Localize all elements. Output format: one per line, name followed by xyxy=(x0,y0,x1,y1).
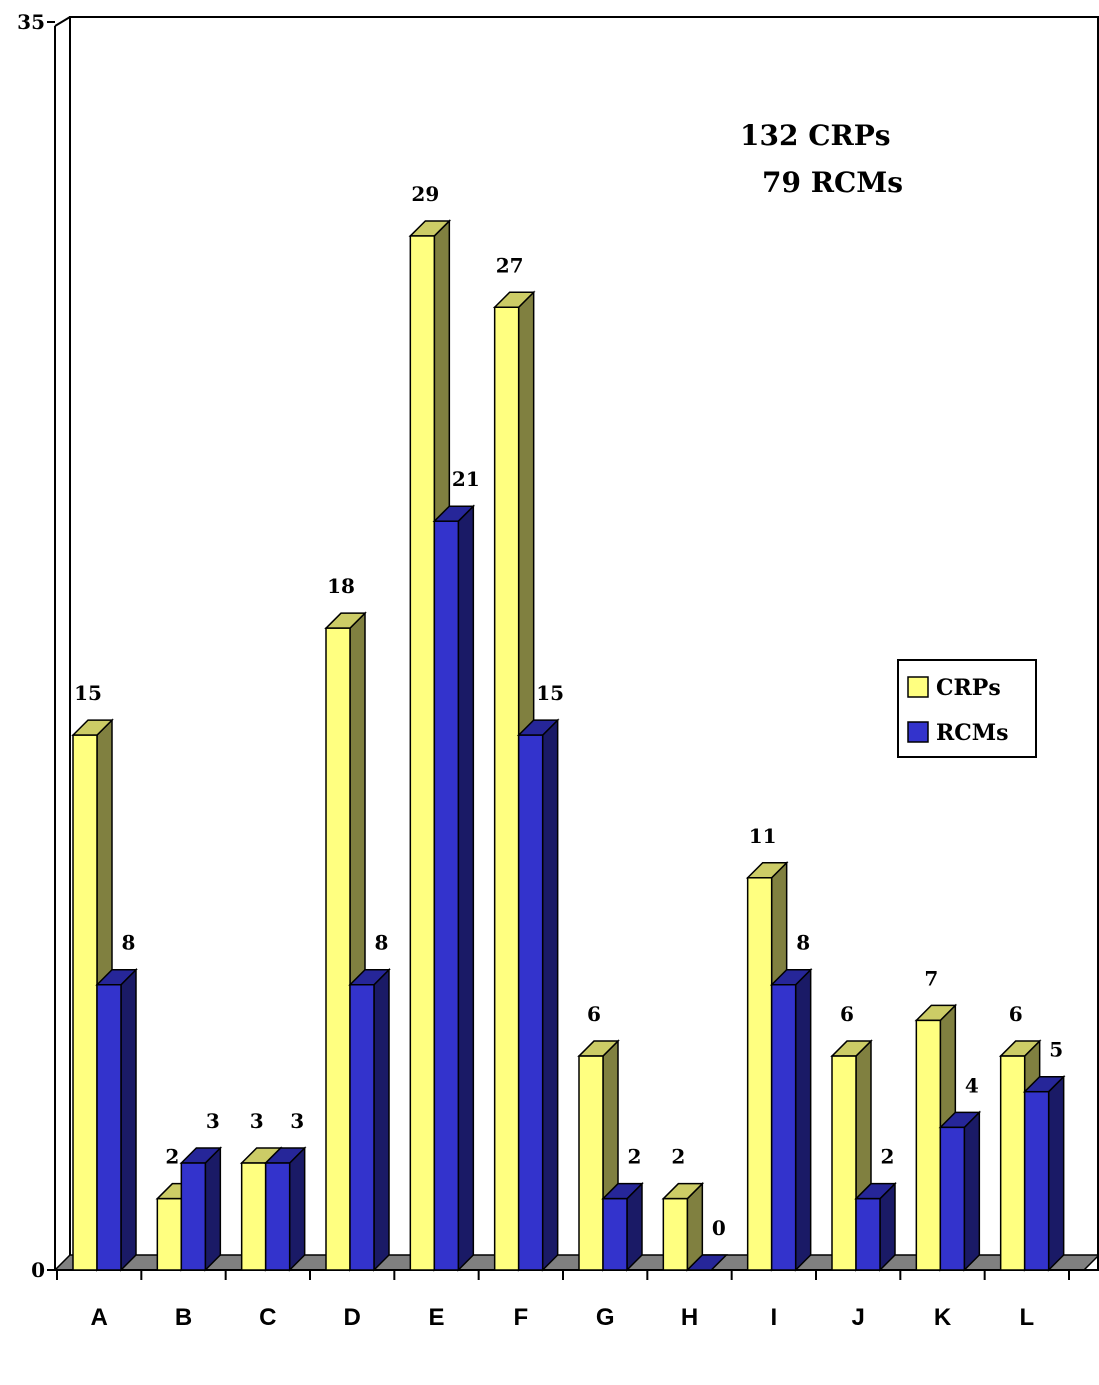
value-label-rcms: 3 xyxy=(206,1109,220,1133)
chart-axes: 035 xyxy=(17,10,1084,1282)
bar-side xyxy=(120,967,137,1272)
bar-side xyxy=(457,504,475,1272)
bar-front xyxy=(578,1055,604,1271)
bar-side xyxy=(204,1146,222,1272)
y-tick-label: 35 xyxy=(17,10,45,34)
bar-rcms-K xyxy=(938,1110,982,1272)
bar-front xyxy=(746,877,773,1271)
value-label-crps: 2 xyxy=(165,1145,179,1169)
x-tick-label: E xyxy=(428,1304,444,1331)
bar-front xyxy=(409,235,436,1271)
value-label-rcms: 15 xyxy=(536,681,564,705)
x-tick-labels: A B C D E F G H I J K L xyxy=(90,1304,1034,1331)
value-label-crps: 3 xyxy=(250,1109,264,1133)
legend-label-crps: CRPs xyxy=(936,675,1001,701)
bar-front xyxy=(264,1162,291,1271)
bars xyxy=(71,219,1066,1272)
bar-rcms-B xyxy=(179,1146,223,1272)
x-tick-label: C xyxy=(259,1304,276,1331)
bar-rcms-F xyxy=(516,718,560,1272)
x-tick-label: I xyxy=(770,1304,777,1331)
value-label-rcms: 8 xyxy=(796,931,810,955)
bar-rcms-J xyxy=(854,1181,897,1272)
bar-front xyxy=(831,1055,857,1271)
value-label-crps: 11 xyxy=(749,824,777,848)
annotation-line-2: 79 RCMs xyxy=(762,166,903,199)
value-label-rcms: 2 xyxy=(628,1145,642,1169)
value-label-rcms: 21 xyxy=(452,467,480,491)
bar-rcms-C xyxy=(263,1146,307,1272)
bar-front xyxy=(240,1162,267,1271)
y-tick-label: 0 xyxy=(31,1258,45,1282)
bar-front xyxy=(156,1197,183,1271)
value-label-rcms: 8 xyxy=(375,931,389,955)
bar-front xyxy=(999,1055,1026,1271)
legend-label-rcms: RCMs xyxy=(936,720,1009,746)
bar-rcms-D xyxy=(348,967,391,1272)
bar-front xyxy=(493,306,520,1271)
value-label-rcms: 2 xyxy=(881,1145,895,1169)
bar-side xyxy=(288,1146,306,1272)
x-tick-label: A xyxy=(90,1304,107,1331)
bar-front xyxy=(855,1197,881,1271)
value-label-rcms: 8 xyxy=(122,931,136,955)
bar-crps-H xyxy=(661,1181,705,1272)
bar-rcms-E xyxy=(432,504,476,1272)
x-tick-label: F xyxy=(513,1304,528,1331)
annotation-line-1: 132 CRPs xyxy=(740,119,891,152)
y-axis-depth-line xyxy=(54,16,71,27)
bar-front xyxy=(662,1197,689,1271)
value-label-crps: 27 xyxy=(496,253,524,277)
value-label-crps: 6 xyxy=(1009,1002,1023,1026)
value-label-crps: 6 xyxy=(840,1002,854,1026)
bar-top xyxy=(685,1254,729,1271)
bar-front xyxy=(72,734,98,1271)
bar-front xyxy=(517,734,544,1271)
annotation: 132 CRPs 79 RCMs xyxy=(740,119,903,199)
bar-side xyxy=(541,718,559,1272)
legend-swatch-crps xyxy=(907,676,929,698)
x-tick-label: D xyxy=(343,1304,360,1331)
value-label-rcms: 5 xyxy=(1049,1038,1063,1062)
bar-front xyxy=(325,627,351,1271)
legend: CRPs RCMs xyxy=(897,659,1037,758)
bar-rcms-G xyxy=(601,1181,644,1272)
bar-front xyxy=(96,983,122,1271)
bar-side xyxy=(373,967,390,1272)
bar-front xyxy=(433,520,460,1271)
bar-side xyxy=(794,967,812,1272)
bar-rcms-I xyxy=(769,967,813,1272)
bar-rcms-H xyxy=(685,1254,729,1271)
x-tick-label: B xyxy=(175,1304,192,1331)
x-tick-label: L xyxy=(1019,1304,1034,1331)
bar-front xyxy=(180,1162,207,1271)
value-label-crps: 2 xyxy=(671,1145,685,1169)
bar-front xyxy=(939,1126,966,1271)
bar-side xyxy=(1047,1074,1065,1272)
bar-front xyxy=(915,1019,942,1271)
value-label-crps: 6 xyxy=(587,1002,601,1026)
x-tick-label: G xyxy=(596,1304,615,1331)
bar-side xyxy=(963,1110,981,1272)
x-tick-label: K xyxy=(934,1304,952,1331)
value-label-crps: 18 xyxy=(327,574,355,598)
legend-swatch-rcms xyxy=(907,721,929,743)
bar-front xyxy=(602,1197,628,1271)
x-tick-label: H xyxy=(681,1304,698,1331)
bar-front xyxy=(1023,1090,1050,1271)
x-tick-label: J xyxy=(851,1304,864,1331)
value-label-rcms: 4 xyxy=(965,1073,979,1097)
bar-rcms-A xyxy=(95,967,138,1272)
value-label-crps: 7 xyxy=(924,966,938,990)
value-label-crps: 15 xyxy=(74,681,102,705)
value-label-rcms: 0 xyxy=(712,1216,726,1240)
value-label-rcms: 3 xyxy=(290,1109,304,1133)
bar-rcms-L xyxy=(1022,1074,1066,1272)
bar-front xyxy=(770,983,797,1271)
value-label-crps: 29 xyxy=(411,182,439,206)
bar-front xyxy=(349,983,375,1271)
